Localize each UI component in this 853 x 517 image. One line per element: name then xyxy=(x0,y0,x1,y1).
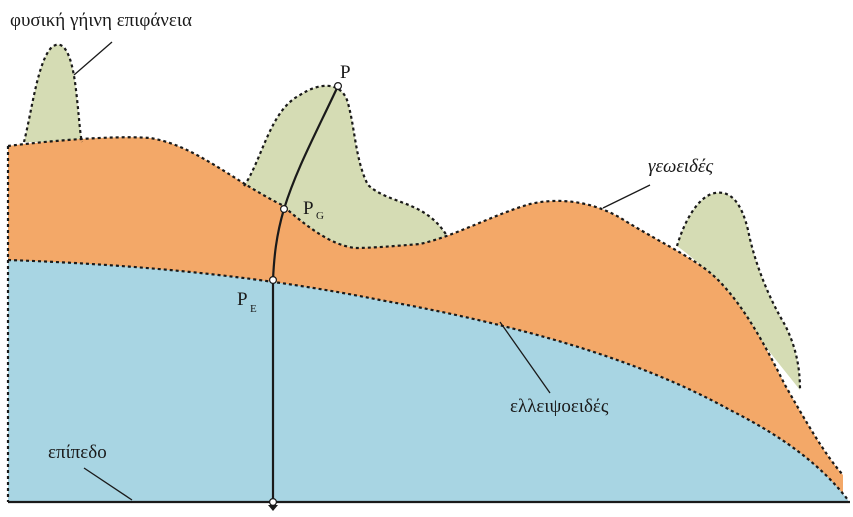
geoid-outline xyxy=(7,136,844,476)
plane-leader-line xyxy=(83,467,133,501)
point-plane-marker xyxy=(269,498,278,507)
point-pg-label: P xyxy=(303,198,314,219)
point-p-marker xyxy=(334,81,343,90)
point-pe-label: P xyxy=(237,289,248,310)
plane-label: επίπεδο xyxy=(48,442,107,463)
topography-peak-right xyxy=(677,192,800,390)
geoid-label: γεωειδές xyxy=(648,156,713,177)
topography-peak-middle xyxy=(244,85,447,248)
point-pe-subscript: E xyxy=(250,303,257,315)
ellipsoid-surface xyxy=(8,260,848,502)
surface-leader-line xyxy=(73,41,113,76)
point-pg-marker xyxy=(280,205,289,214)
topography-peak-left xyxy=(24,44,82,142)
plane-arrow-marker xyxy=(268,505,278,511)
point-pe-marker xyxy=(269,276,278,285)
ellipsoid-outline xyxy=(7,258,849,501)
ellipsoid-leader-line xyxy=(499,321,551,394)
point-pg-subscript: G xyxy=(316,210,324,222)
topography-outline-middle xyxy=(243,84,448,237)
point-p-label: P xyxy=(340,62,351,83)
ellipsoid-label: ελλειψοειδές xyxy=(510,396,609,417)
geoid-leader-line xyxy=(602,184,651,209)
surface-label: φυσική γήινη επιφάνεια xyxy=(10,10,192,31)
topography-outline-right xyxy=(675,191,802,391)
